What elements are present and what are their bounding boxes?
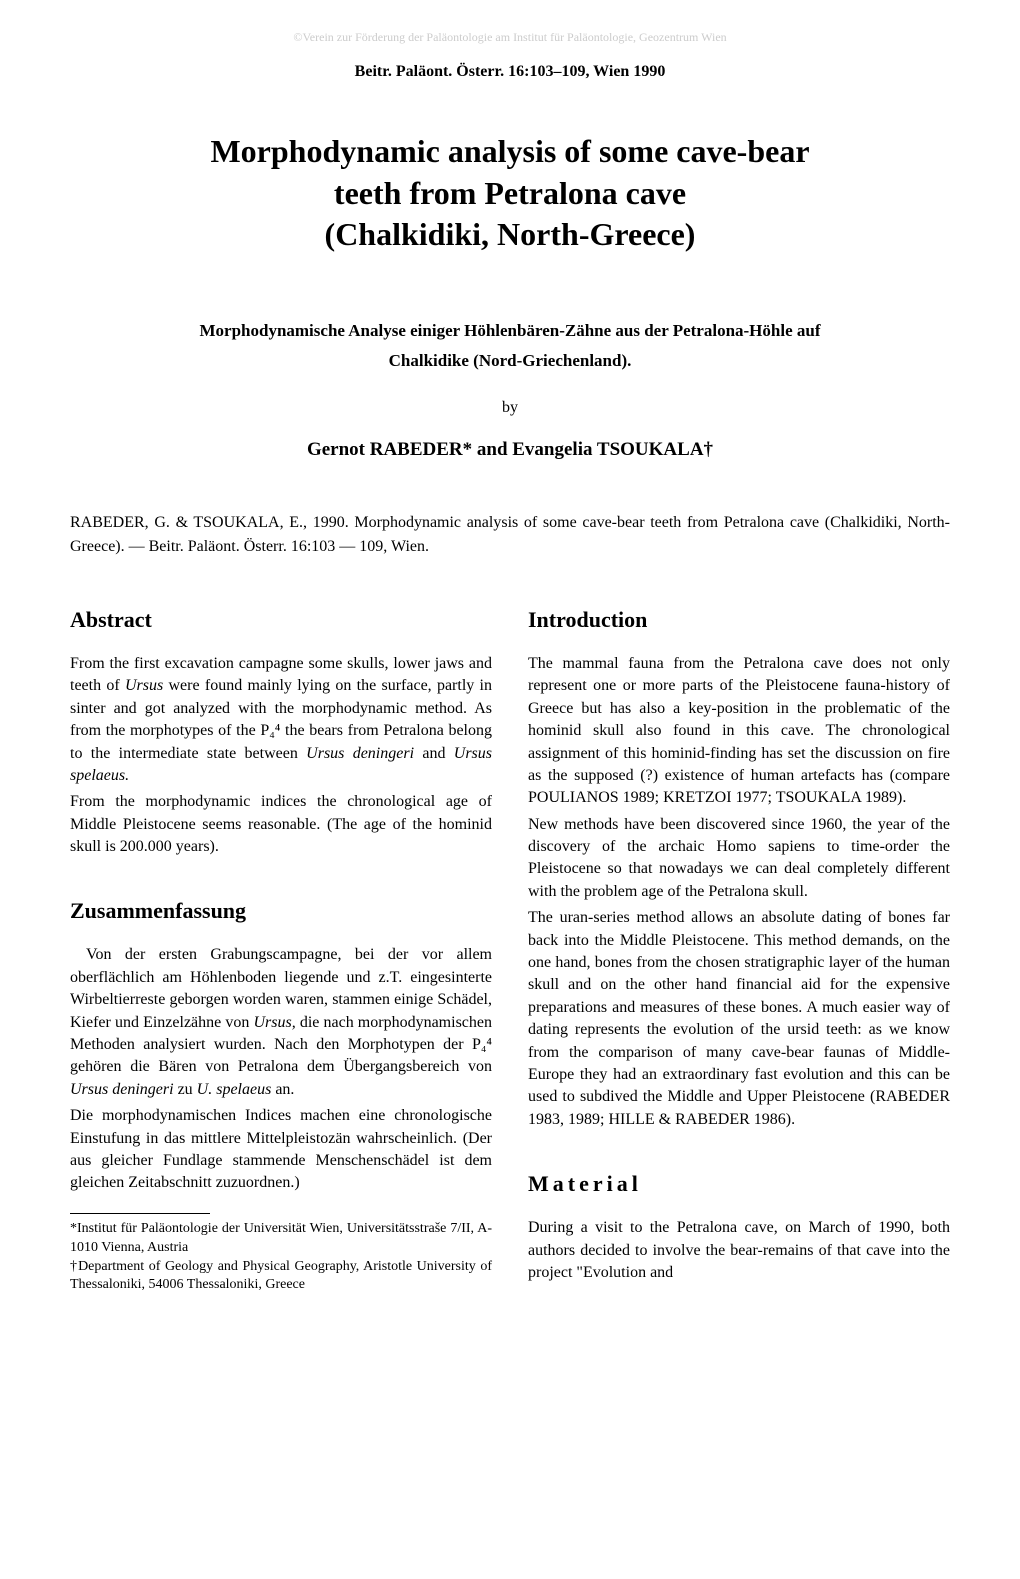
authors: Gernot RABEDER* and Evangelia TSOUKALA† bbox=[70, 439, 950, 461]
footnote-divider bbox=[70, 1213, 210, 1214]
taxon-italic: U. spelaeus bbox=[197, 1081, 272, 1098]
introduction-paragraph: New methods have been discovered since 1… bbox=[528, 814, 950, 904]
taxon-italic: Ursus, bbox=[253, 1014, 295, 1031]
zusammenfassung-paragraph: Von der ersten Grabungscampagne, bei der… bbox=[70, 944, 492, 1101]
paper-title: Morphodynamic analysis of some cave-bear… bbox=[70, 131, 950, 256]
material-paragraph: During a visit to the Petralona cave, on… bbox=[528, 1217, 950, 1284]
by-label: by bbox=[70, 399, 950, 417]
text: zu bbox=[174, 1081, 197, 1098]
material-heading: Material bbox=[528, 1171, 950, 1197]
introduction-heading: Introduction bbox=[528, 607, 950, 633]
title-line: Morphodynamic analysis of some cave-bear bbox=[210, 133, 809, 169]
subtitle-line: Chalkidike (Nord-Griechenland). bbox=[389, 351, 632, 370]
abstract-paragraph: From the first excavation campagne some … bbox=[70, 653, 492, 787]
text: an. bbox=[271, 1081, 294, 1098]
introduction-paragraph: The uran-series method allows an absolut… bbox=[528, 907, 950, 1131]
taxon-italic: Ursus bbox=[125, 677, 163, 694]
subtitle-line: Morphodynamische Analyse einiger Höhlenb… bbox=[199, 321, 820, 340]
abstract-heading: Abstract bbox=[70, 607, 492, 633]
zusammenfassung-paragraph: Die morphodynamischen Indices machen ein… bbox=[70, 1105, 492, 1195]
left-column: Abstract From the first excavation campa… bbox=[70, 599, 492, 1295]
title-line: (Chalkidiki, North-Greece) bbox=[325, 216, 696, 252]
right-column: Introduction The mammal fauna from the P… bbox=[528, 599, 950, 1295]
taxon-italic: Ursus deningeri bbox=[306, 745, 414, 762]
zusammenfassung-heading: Zusammenfassung bbox=[70, 898, 492, 924]
footnote-affiliation: †Department of Geology and Physical Geog… bbox=[70, 1258, 492, 1296]
journal-citation: Beitr. Paläont. Österr. 16:103–109, Wien… bbox=[70, 63, 950, 81]
title-line: teeth from Petralona cave bbox=[334, 175, 686, 211]
taxon-italic: Ursus deningeri bbox=[70, 1081, 174, 1098]
watermark-text: ©Verein zur Förderung der Paläontologie … bbox=[70, 30, 950, 45]
text: and bbox=[414, 745, 454, 762]
two-column-layout: Abstract From the first excavation campa… bbox=[70, 599, 950, 1295]
paper-subtitle: Morphodynamische Analyse einiger Höhlenb… bbox=[70, 316, 950, 377]
introduction-paragraph: The mammal fauna from the Petralona cave… bbox=[528, 653, 950, 810]
footnote-affiliation: *Institut für Paläontologie der Universi… bbox=[70, 1220, 492, 1258]
abstract-paragraph: From the morphodynamic indices the chron… bbox=[70, 791, 492, 858]
full-citation: RABEDER, G. & TSOUKALA, E., 1990. Morpho… bbox=[70, 511, 950, 559]
